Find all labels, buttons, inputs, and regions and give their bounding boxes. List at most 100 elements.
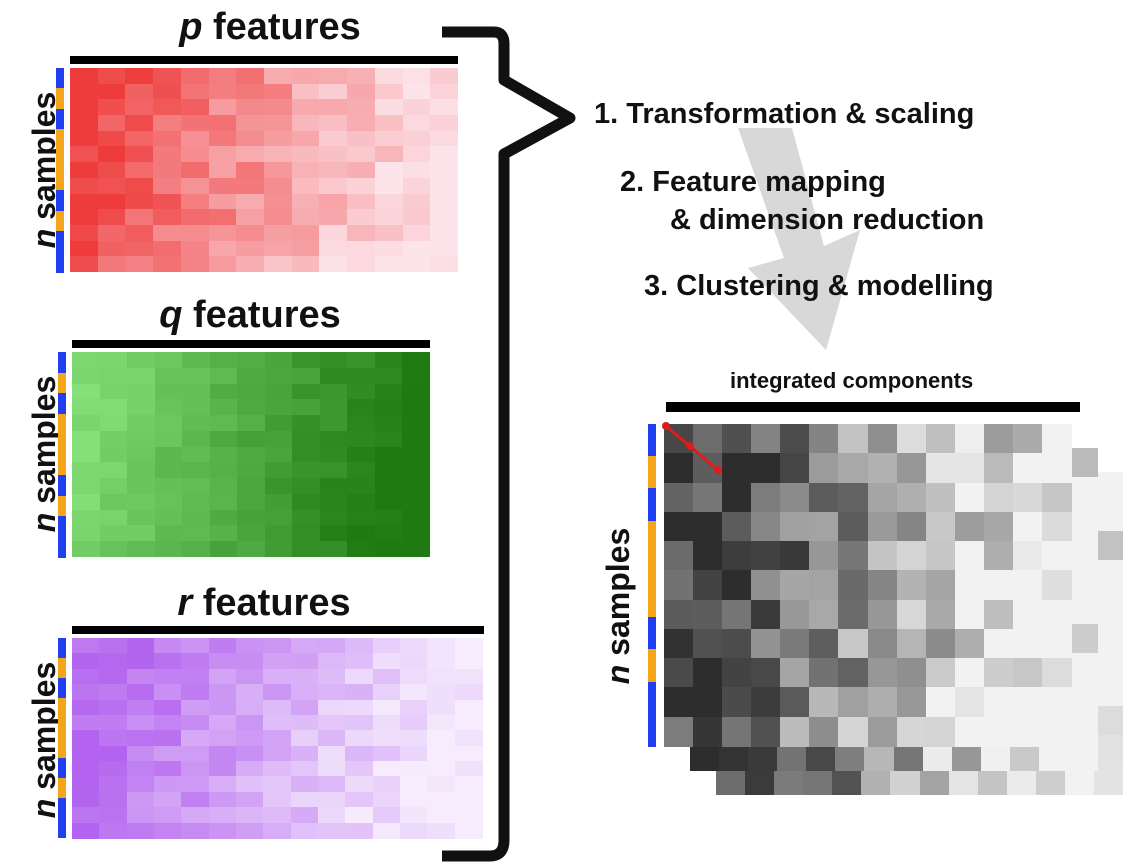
heatmap-cell	[99, 541, 128, 558]
heatmap-cell	[780, 453, 811, 484]
samples-text-q: samples	[26, 375, 62, 513]
heatmap-cell	[208, 730, 237, 747]
heatmap-cell	[780, 687, 811, 718]
heatmap-cell	[126, 730, 155, 747]
heatmap-cell	[208, 714, 237, 731]
strip-segment	[56, 108, 64, 130]
heatmap-cell	[290, 745, 319, 762]
heatmap-cell	[236, 115, 265, 132]
heatmap-cell	[291, 68, 320, 84]
heatmap-cell	[372, 638, 401, 654]
heatmap-cell	[427, 761, 456, 778]
heatmap-cell	[180, 177, 209, 194]
heatmap-cell	[99, 352, 128, 368]
heatmap-cell	[722, 658, 753, 689]
heatmap-cell	[72, 745, 100, 762]
heatmap-cell	[180, 240, 209, 257]
heatmap-cell	[264, 430, 293, 447]
heatmap-cell	[374, 383, 403, 400]
heatmap-cell	[722, 511, 753, 542]
heatmap-cell	[181, 822, 210, 839]
heatmap-cell	[345, 776, 374, 793]
heatmap-cell	[454, 668, 483, 685]
heatmap-cell	[347, 478, 376, 495]
heatmap-cell	[127, 446, 156, 463]
heatmap-cell	[97, 177, 126, 194]
heatmap-cell	[99, 509, 128, 526]
heatmap-cell	[838, 453, 869, 484]
heatmap-cell	[125, 162, 154, 179]
heatmap-cell	[347, 177, 376, 194]
heatmap-cell	[427, 638, 456, 654]
heatmap-cell	[430, 240, 459, 257]
heatmap-cell	[722, 687, 753, 718]
heatmap-cell	[374, 130, 403, 147]
heatmap-cell	[374, 162, 403, 179]
heatmap-cell	[263, 668, 292, 685]
heatmap-cell	[72, 478, 100, 495]
heatmap-cell	[347, 430, 376, 447]
heatmap-cell	[1041, 658, 1072, 689]
heatmap-cell	[954, 716, 985, 747]
strip-segment	[58, 495, 66, 517]
heatmap-cell	[264, 68, 292, 84]
heatmap-cell	[208, 256, 237, 273]
heatmap-cell	[154, 668, 182, 685]
heatmap-cell	[263, 638, 292, 654]
heatmap-cell	[319, 130, 348, 147]
heatmap-cell	[208, 668, 237, 685]
heatmap-cell	[374, 68, 403, 84]
heatmap-cell	[126, 653, 155, 670]
heatmap-cell	[925, 658, 956, 689]
heatmap-cell	[430, 68, 459, 84]
heatmap-cell	[402, 399, 431, 416]
heatmap-cell	[400, 761, 428, 778]
heatmap-cell	[319, 525, 348, 542]
heatmap-cell	[208, 130, 237, 147]
heatmap-cell	[809, 424, 840, 454]
heatmap-cell	[153, 240, 182, 257]
heatmap-cell	[70, 256, 98, 273]
heatmap-cell	[954, 687, 985, 718]
heatmap-cell	[127, 509, 156, 526]
heatmap-cell	[954, 570, 985, 601]
heatmap-cell	[722, 599, 753, 630]
heatmap-cell	[264, 99, 292, 116]
heatmap-cell	[1093, 647, 1123, 678]
heatmap-cell	[402, 162, 431, 179]
heatmap-cell	[374, 493, 403, 510]
heatmap-cell	[374, 146, 403, 163]
heatmap-cell	[896, 716, 927, 747]
heatmap-cell	[264, 177, 292, 194]
features-bar-p	[70, 56, 458, 64]
heatmap-cell	[208, 162, 237, 179]
heatmap-cell	[292, 478, 321, 495]
heatmap-cell	[867, 687, 898, 718]
heatmap-cell	[374, 193, 403, 210]
heatmap-cell	[402, 478, 431, 495]
heatmap-cell	[925, 599, 956, 630]
heatmap-cell	[430, 193, 459, 210]
heatmap-cell	[209, 430, 238, 447]
heatmap-cell	[1093, 501, 1123, 532]
heatmap-cell	[154, 791, 182, 808]
heatmap-cell	[127, 367, 156, 384]
heatmap-cell	[264, 399, 293, 416]
heatmap-cell	[809, 658, 840, 689]
heatmap-cell	[208, 822, 237, 839]
strip-segment	[56, 68, 64, 89]
heatmap-cell	[154, 822, 182, 839]
heatmap-cell	[867, 570, 898, 601]
heatmap-cell	[264, 352, 293, 368]
heatmap-cell	[70, 130, 98, 147]
heatmap-cell	[751, 599, 782, 630]
heatmap-cell	[290, 714, 319, 731]
sample-strip-integrated	[648, 424, 656, 747]
heatmap-cell	[292, 430, 321, 447]
heatmap-cell	[838, 424, 869, 454]
heatmap-cell	[1093, 589, 1123, 620]
heatmap-cell	[237, 478, 266, 495]
heatmap-cell	[319, 193, 348, 210]
heatmap-cell	[72, 638, 100, 654]
heatmap-cell	[209, 367, 238, 384]
